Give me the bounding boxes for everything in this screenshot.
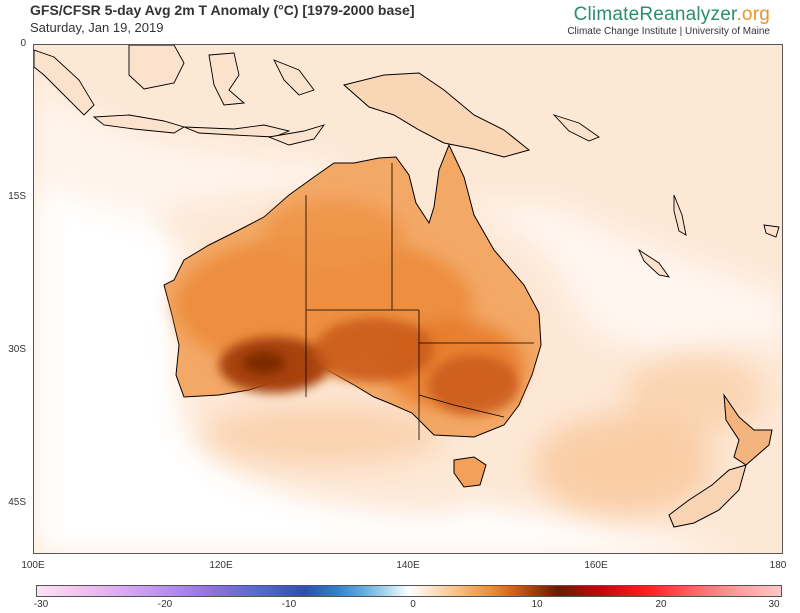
- lon-label-160e: 160E: [584, 560, 608, 571]
- lon-label-140e: 140E: [396, 560, 420, 571]
- new-caledonia: [637, 248, 671, 278]
- site-logo[interactable]: ClimateReanalyzer.org: [574, 4, 770, 26]
- new-guinea: [342, 72, 531, 158]
- indian-ocean-cool: [34, 165, 590, 553]
- colorbar-label-20: 20: [655, 599, 667, 610]
- new-zealand: [668, 393, 773, 528]
- sumatra: [34, 49, 95, 116]
- maluku: [273, 59, 315, 96]
- tasman-warm: [534, 415, 714, 515]
- northwest-shelf-cool: [34, 85, 334, 218]
- bight-warm: [204, 405, 444, 465]
- lat-label-45s: 45S: [8, 497, 26, 508]
- vanuatu: [673, 194, 687, 236]
- fiji: [763, 224, 780, 238]
- southeast-strong: [429, 355, 519, 415]
- coral-sea-cool: [454, 205, 782, 358]
- chart-date: Saturday, Jan 19, 2019: [30, 20, 164, 35]
- colorbar-label-neg30: -30: [33, 599, 49, 610]
- nsw-vic-border: [418, 394, 505, 418]
- lon-label-120e: 120E: [209, 560, 233, 571]
- chart-title: GFS/CFSR 5-day Avg 2m T Anomaly (°C) [19…: [30, 2, 415, 18]
- pacific-islands: [552, 114, 780, 278]
- colorbar-label-30: 30: [768, 599, 780, 610]
- indonesia-islands: [34, 45, 326, 146]
- state-borders: [305, 163, 534, 440]
- colorbar-label-0: 0: [410, 599, 416, 610]
- lat-label-0: 0: [20, 38, 26, 49]
- site-affiliation: Climate Change Institute | University of…: [567, 26, 770, 37]
- lat-label-15s: 15S: [8, 191, 26, 202]
- colorbar-label-neg10: -10: [281, 599, 297, 610]
- central-south-strong: [314, 318, 434, 382]
- logo-text-climate: Climate: [573, 4, 640, 25]
- anomaly-map[interactable]: [33, 44, 783, 554]
- java: [92, 114, 186, 134]
- nz-north-island: [723, 393, 773, 466]
- colorbar: [36, 585, 782, 597]
- timor: [267, 124, 326, 146]
- colorbar-label-neg20: -20: [157, 599, 173, 610]
- colorbar-label-10: 10: [531, 599, 543, 610]
- south-ocean-cool: [454, 505, 726, 553]
- logo-text-org: .org: [736, 4, 770, 25]
- nz-south-island: [668, 464, 747, 528]
- map-canvas: [34, 45, 782, 553]
- borneo: [128, 45, 185, 90]
- north-warm: [264, 200, 404, 270]
- southwest-peak-core: [242, 351, 286, 375]
- logo-text-reanalyzer: Reanalyzer: [639, 4, 737, 25]
- solomon-islands: [552, 114, 600, 142]
- cool-anomaly-regions: [34, 85, 782, 553]
- lat-label-30s: 30S: [8, 344, 26, 355]
- sulawesi: [208, 52, 246, 106]
- tasmania: [453, 456, 487, 488]
- lesser-sunda: [183, 124, 291, 138]
- lon-label-180: 180: [769, 560, 787, 571]
- lon-label-100e: 100E: [21, 560, 45, 571]
- warm-ocean-patches: [204, 355, 764, 515]
